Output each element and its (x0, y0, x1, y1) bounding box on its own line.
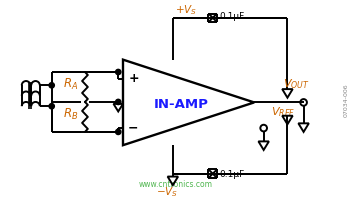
Text: +: + (128, 72, 139, 85)
Text: $-V_S$: $-V_S$ (156, 185, 178, 199)
Circle shape (49, 104, 55, 109)
Text: $R_B$: $R_B$ (63, 107, 78, 122)
Circle shape (116, 69, 121, 75)
Circle shape (49, 83, 55, 88)
Circle shape (116, 99, 121, 105)
Text: IN-AMP: IN-AMP (153, 98, 208, 111)
Text: $V_{OUT}$: $V_{OUT}$ (283, 77, 309, 91)
Text: $R_A$: $R_A$ (63, 77, 78, 92)
Text: www.cntronics.com: www.cntronics.com (138, 180, 212, 189)
Text: $V_{REF}$: $V_{REF}$ (271, 105, 296, 119)
Text: 0.1μF: 0.1μF (219, 170, 245, 179)
Text: 0.1μF: 0.1μF (219, 12, 245, 21)
Text: $+V_S$: $+V_S$ (175, 3, 197, 17)
Text: −: − (128, 122, 139, 135)
Circle shape (116, 129, 121, 135)
Text: 07034-006: 07034-006 (344, 84, 349, 117)
